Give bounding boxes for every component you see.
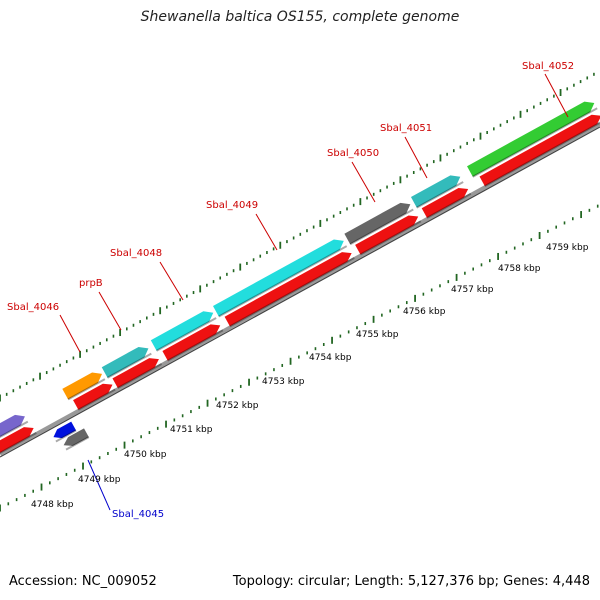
gene-prpb-feature	[62, 372, 106, 401]
cds-red-7	[479, 114, 600, 187]
gene-sbal-4048-feature	[150, 311, 217, 352]
leader-sbal_4050	[351, 161, 376, 203]
gene-sbal-4052-feature-edge	[472, 107, 598, 178]
cds-red-1	[73, 383, 116, 411]
gene-sbal-4046-feature	[0, 414, 29, 439]
gene-prpb-feature-edge	[67, 378, 106, 401]
gene-sbal-4052-feature	[467, 101, 598, 178]
cds-red-7-body	[479, 114, 600, 187]
gene-labels: Sbal_4046 prpB Sbal_4048 Sbal_4049 Sbal_4050…	[7, 61, 574, 520]
cds-red-5-edge	[359, 220, 422, 256]
kbp-label: 4759 kbp	[546, 243, 589, 253]
map-title: Shewanella baltica OS155, complete genom…	[140, 9, 460, 25]
cds-red-7-edge	[484, 121, 600, 187]
leader-sbal_4051	[404, 136, 428, 179]
cds-red-2	[112, 358, 163, 389]
reverse-blue-feature	[53, 421, 77, 443]
cds-red-2-body	[112, 358, 159, 389]
gene-sbal-4050-feature	[344, 202, 414, 246]
gene-sbal-4049-feature-body	[212, 239, 344, 317]
gene-sbal-4050-feature-body	[344, 202, 411, 245]
cds-red-0-body	[0, 427, 34, 453]
cds-red-3-edge	[167, 329, 224, 362]
leader-sbal_4045	[87, 459, 111, 511]
gene-label-prpb: prpB	[79, 278, 103, 289]
kbp-label: 4748 kbp	[31, 500, 74, 510]
cds-red-2-edge	[117, 363, 163, 389]
gene-features	[0, 101, 600, 455]
gene-sbal-4050-feature-edge	[349, 208, 414, 246]
leader-sbal_4052	[544, 73, 569, 118]
gene-teal-1-edge	[107, 352, 152, 379]
cds-red-5-body	[355, 215, 419, 255]
gene-label-sbal-4052: Sbal_4052	[522, 61, 574, 72]
gene-sbal-4049-feature	[212, 239, 348, 318]
gene-teal-1-body	[101, 346, 149, 378]
gene-label-sbal-4046: Sbal_4046	[7, 302, 59, 313]
gene-label-sbal-4045: Sbal_4045	[112, 509, 164, 520]
genome-summary: Topology: circular; Length: 5,127,376 bp…	[232, 574, 590, 589]
cds-red-6	[421, 188, 472, 219]
gene-prpb-feature-body	[62, 372, 103, 400]
cds-red-0-edge	[0, 432, 37, 455]
reverse-blue-feature-edge	[55, 429, 77, 443]
kbp-label: 4754 kbp	[309, 353, 352, 363]
gene-sbal-4046-feature-edge	[0, 420, 29, 439]
gene-sbal-4045-feature-body	[63, 428, 89, 446]
kbp-labels: 4748 kbp 4749 kbp 4750 kbp 4751 kbp 4752 kbp…	[31, 243, 589, 510]
cds-red-1-body	[73, 383, 113, 410]
cds-red-3-body	[162, 324, 221, 361]
gene-sbal-4052-feature-body	[467, 101, 595, 177]
cds-red-6-body	[421, 188, 469, 218]
gene-sbal-4049-feature-edge	[218, 245, 348, 318]
kbp-label: 4753 kbp	[262, 377, 305, 387]
kbp-label: 4756 kbp	[403, 307, 446, 317]
cds-red-1-edge	[77, 388, 116, 411]
reverse-blue-feature-body	[53, 421, 77, 439]
backbone-shadow	[0, 126, 600, 458]
gene-sbal-4048-feature-edge	[156, 317, 217, 352]
tick-marks	[0, 72, 599, 512]
kbp-label: 4758 kbp	[498, 264, 541, 274]
kbp-label: 4751 kbp	[170, 425, 213, 435]
accession-text: Accession: NC_009052	[9, 574, 157, 589]
gene-label-sbal-4050: Sbal_4050	[327, 148, 379, 159]
leader-prpb	[98, 291, 122, 331]
label-leaders	[59, 73, 569, 511]
gene-teal-1	[101, 346, 152, 379]
gene-sbal-4045-feature-edge	[65, 436, 90, 451]
leader-sbal_4049	[255, 213, 278, 251]
cds-red-5	[355, 215, 422, 256]
kbp-label: 4752 kbp	[216, 401, 259, 411]
gene-label-sbal-4051: Sbal_4051	[380, 123, 432, 134]
leader-sbal_4048	[159, 261, 184, 301]
gene-sbal-4048-feature-body	[150, 311, 214, 351]
cds-red-4	[224, 252, 355, 328]
cds-red-6-edge	[426, 192, 472, 219]
cds-red-3	[162, 324, 224, 362]
kbp-label: 4757 kbp	[451, 285, 494, 295]
gene-sbal-4051-feature-edge	[416, 181, 464, 209]
cds-red-4-body	[224, 252, 352, 327]
gene-label-sbal-4049: Sbal_4049	[206, 200, 258, 211]
kbp-label: 4749 kbp	[78, 475, 121, 485]
gene-sbal-4045-feature	[63, 428, 90, 451]
gene-sbal-4051-feature-body	[410, 175, 461, 208]
gene-sbal-4051-feature	[410, 175, 464, 209]
cds-red-4-edge	[229, 257, 355, 328]
gene-sbal-4046-feature-body	[0, 414, 25, 437]
backbone	[0, 122, 600, 458]
cds-red-0	[0, 427, 37, 455]
gene-label-sbal-4048: Sbal_4048	[110, 248, 162, 259]
kbp-label: 4755 kbp	[356, 330, 399, 340]
backbone-line	[0, 122, 600, 456]
kbp-label: 4750 kbp	[124, 450, 167, 460]
leader-sbal_4046	[59, 314, 81, 353]
